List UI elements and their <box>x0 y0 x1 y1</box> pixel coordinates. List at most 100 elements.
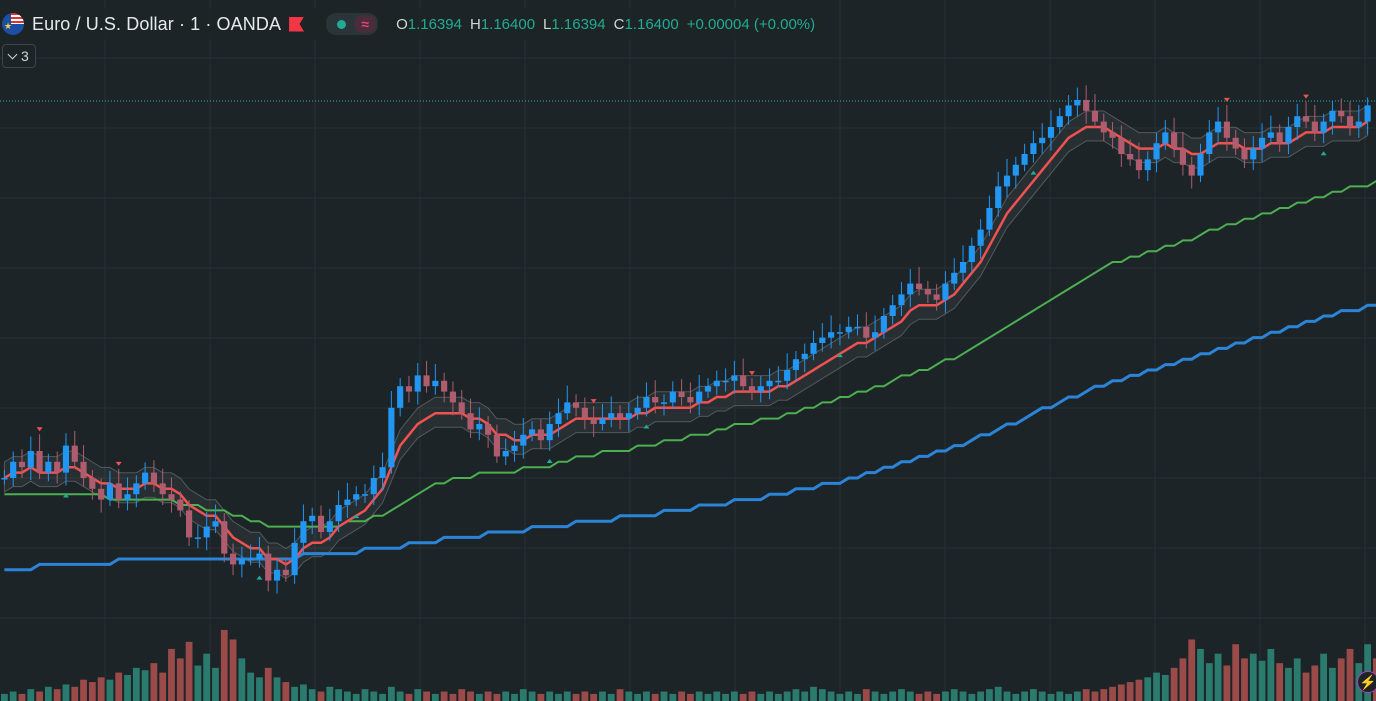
volume-bar <box>590 693 598 701</box>
volume-bar <box>845 691 853 701</box>
candle-body <box>397 386 404 408</box>
candle-body <box>564 402 571 414</box>
volume-bar <box>44 686 52 701</box>
buy-signal-icon <box>1030 170 1037 175</box>
buy-signal-icon <box>353 514 360 519</box>
volume-bar <box>344 691 351 701</box>
candle-body <box>546 424 553 441</box>
volume-bar <box>1285 667 1292 701</box>
volume-bar <box>1170 667 1178 701</box>
candle-body <box>186 510 193 538</box>
volume-bar <box>1030 689 1037 701</box>
volume-bar <box>352 693 360 701</box>
volume-bar <box>379 693 386 701</box>
volume-bar <box>176 658 184 701</box>
volume-bar <box>185 641 193 701</box>
volume-bar <box>467 691 474 701</box>
volume-bar <box>1003 691 1011 701</box>
volume-bar <box>695 691 703 701</box>
candle-body <box>485 424 492 435</box>
flag-marker-icon[interactable] <box>289 16 305 32</box>
volume-bar <box>396 691 404 701</box>
volume-bar <box>115 672 123 701</box>
candle-body <box>801 353 808 360</box>
candle-body <box>1197 154 1204 176</box>
candle-body <box>687 397 694 403</box>
volume-bar <box>1082 689 1090 701</box>
candle-body <box>282 569 289 576</box>
open-label: O <box>396 15 408 33</box>
volume-bar <box>405 693 413 701</box>
candle-body <box>1188 164 1195 176</box>
volume-bar <box>774 693 782 701</box>
volume-bar <box>88 682 96 701</box>
candle-body <box>968 245 975 262</box>
candle-body <box>652 397 659 403</box>
high-value: 1.16400 <box>480 15 536 33</box>
sell-signal-icon <box>1223 97 1230 102</box>
volume-bar <box>414 689 422 701</box>
candle-body <box>942 283 949 300</box>
indicators-collapse-button[interactable]: 3 <box>2 44 36 68</box>
candle-body <box>511 445 518 451</box>
volume-bar <box>1091 691 1099 701</box>
volume-bar <box>18 693 26 701</box>
candle-body <box>828 332 835 338</box>
volume-bar <box>713 691 721 701</box>
volume-bar <box>880 693 888 701</box>
volume-bar <box>484 691 492 701</box>
candle-body <box>18 461 26 468</box>
candle-body <box>476 424 483 430</box>
volume-bar <box>9 691 17 701</box>
candle-body <box>71 445 78 462</box>
close-value: 1.16400 <box>624 15 679 33</box>
volume-bar <box>906 691 914 701</box>
volume-bar <box>361 689 369 701</box>
volume-bar <box>247 672 255 701</box>
candle-body <box>1250 148 1257 160</box>
chevron-down-icon <box>7 49 18 59</box>
candle-body <box>836 332 843 334</box>
volume-bar <box>220 630 228 701</box>
buy-signal-icon <box>546 459 553 463</box>
volume-bar <box>1276 663 1284 701</box>
candle-body <box>915 283 923 289</box>
candle-body <box>1258 137 1266 149</box>
market-status-pill[interactable]: ≈ <box>326 13 379 35</box>
candle-body <box>238 559 245 565</box>
volume-bar <box>1258 660 1266 701</box>
sell-signal-icon <box>115 461 122 466</box>
volume-bar <box>282 682 290 701</box>
volume-bar <box>1214 653 1222 701</box>
candle-body <box>880 316 887 333</box>
sell-signal-icon <box>1303 94 1310 99</box>
symbol-title[interactable]: Euro / U.S. Dollar · 1 · OANDA <box>32 13 282 34</box>
volume-bar <box>924 691 932 701</box>
volume-bar <box>62 684 70 701</box>
candle-body <box>1285 127 1292 144</box>
candle-body <box>537 429 544 441</box>
ema-band <box>3 104 1369 579</box>
close-label: C <box>613 15 625 33</box>
lightning-bolt-icon[interactable]: ⚡ <box>1357 671 1376 693</box>
candle-body <box>1021 154 1028 165</box>
candle-body <box>27 451 34 468</box>
volume-bar <box>326 686 334 701</box>
replay-tilde-icon[interactable]: ≈ <box>354 15 377 33</box>
candle-body <box>309 515 316 522</box>
candle-body <box>1346 116 1354 127</box>
volume-bar <box>563 691 571 701</box>
candle-body <box>98 488 105 500</box>
candle-body <box>62 445 70 473</box>
candle-body <box>1223 121 1230 138</box>
candle-body <box>159 483 166 495</box>
candle-body <box>1206 132 1213 154</box>
volume-bar <box>27 689 35 701</box>
volume-bar <box>440 691 448 701</box>
volume-bar <box>502 691 510 701</box>
volume-bar <box>423 691 430 701</box>
candle-body <box>449 391 457 403</box>
candle-body <box>1364 105 1371 122</box>
volume-bar <box>1109 686 1116 701</box>
